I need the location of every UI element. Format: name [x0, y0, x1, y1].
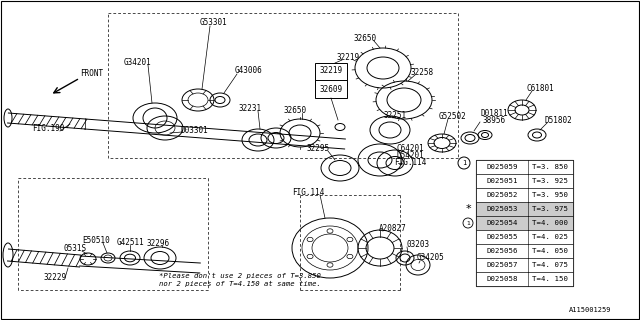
Text: 32258: 32258 — [410, 68, 433, 76]
Bar — [476, 202, 573, 216]
Bar — [476, 258, 573, 272]
Bar — [476, 230, 573, 244]
Text: T=4. 000: T=4. 000 — [532, 220, 568, 226]
Text: T=4. 025: T=4. 025 — [532, 234, 568, 240]
Text: 32296: 32296 — [147, 238, 170, 247]
Text: FIG.114: FIG.114 — [394, 157, 426, 166]
Text: FIG.190: FIG.190 — [32, 124, 64, 132]
Bar — [476, 160, 573, 286]
Text: 32251: 32251 — [383, 110, 406, 119]
Text: 1: 1 — [466, 220, 470, 226]
Text: G34205: G34205 — [416, 253, 444, 262]
Text: 32219: 32219 — [337, 52, 360, 61]
Text: D025056: D025056 — [486, 248, 518, 254]
Text: C61801: C61801 — [526, 84, 554, 92]
Text: E50510: E50510 — [82, 236, 110, 244]
Text: *: * — [465, 204, 471, 214]
Text: G34201: G34201 — [123, 58, 151, 67]
Text: 38956: 38956 — [483, 116, 506, 124]
Text: D025052: D025052 — [486, 192, 518, 198]
Bar — [315, 63, 347, 85]
Text: T=3. 950: T=3. 950 — [532, 192, 568, 198]
Text: G42511: G42511 — [116, 237, 144, 246]
Text: 1: 1 — [462, 160, 466, 166]
Text: T=4. 150: T=4. 150 — [532, 276, 568, 282]
Text: D03301: D03301 — [180, 125, 208, 134]
Bar — [476, 244, 573, 258]
Text: D025053: D025053 — [486, 206, 518, 212]
Text: 03203: 03203 — [406, 239, 429, 249]
Text: A20827: A20827 — [379, 223, 407, 233]
Text: D025054: D025054 — [486, 220, 518, 226]
Text: G53301: G53301 — [199, 18, 227, 27]
Text: T=4. 075: T=4. 075 — [532, 262, 568, 268]
Bar — [476, 216, 573, 230]
Text: 32650: 32650 — [353, 34, 376, 43]
Bar — [315, 80, 347, 98]
Text: D025051: D025051 — [486, 178, 518, 184]
Text: G52502: G52502 — [438, 111, 466, 121]
Text: D01811: D01811 — [480, 108, 508, 117]
Text: 32295: 32295 — [307, 143, 330, 153]
Text: 0531S: 0531S — [63, 244, 86, 252]
Text: A115001259: A115001259 — [569, 307, 611, 313]
Text: T=3. 975: T=3. 975 — [532, 206, 568, 212]
Text: D51802: D51802 — [544, 116, 572, 124]
Text: FRONT: FRONT — [81, 68, 104, 77]
Text: 32650: 32650 — [284, 106, 307, 115]
Text: C64201: C64201 — [396, 143, 424, 153]
Text: FIG.114: FIG.114 — [292, 188, 324, 196]
Bar — [476, 160, 573, 174]
Text: 32229: 32229 — [44, 274, 67, 283]
Bar — [476, 272, 573, 286]
Text: 32219: 32219 — [319, 66, 342, 75]
Text: T=4. 050: T=4. 050 — [532, 248, 568, 254]
Text: D025059: D025059 — [486, 164, 518, 170]
Text: T=3. 925: T=3. 925 — [532, 178, 568, 184]
Text: G43006: G43006 — [234, 66, 262, 75]
Text: 32609: 32609 — [319, 84, 342, 93]
Text: D54201: D54201 — [396, 150, 424, 159]
Bar — [476, 188, 573, 202]
Text: *Please don't use 2 pieces of T=3.850
nor 2 pieces of T=4.150 at same time.: *Please don't use 2 pieces of T=3.850 no… — [159, 273, 321, 287]
Text: D025055: D025055 — [486, 234, 518, 240]
Bar — [476, 174, 573, 188]
Text: D025058: D025058 — [486, 276, 518, 282]
Text: T=3. 850: T=3. 850 — [532, 164, 568, 170]
Text: 32231: 32231 — [239, 103, 262, 113]
Text: D025057: D025057 — [486, 262, 518, 268]
